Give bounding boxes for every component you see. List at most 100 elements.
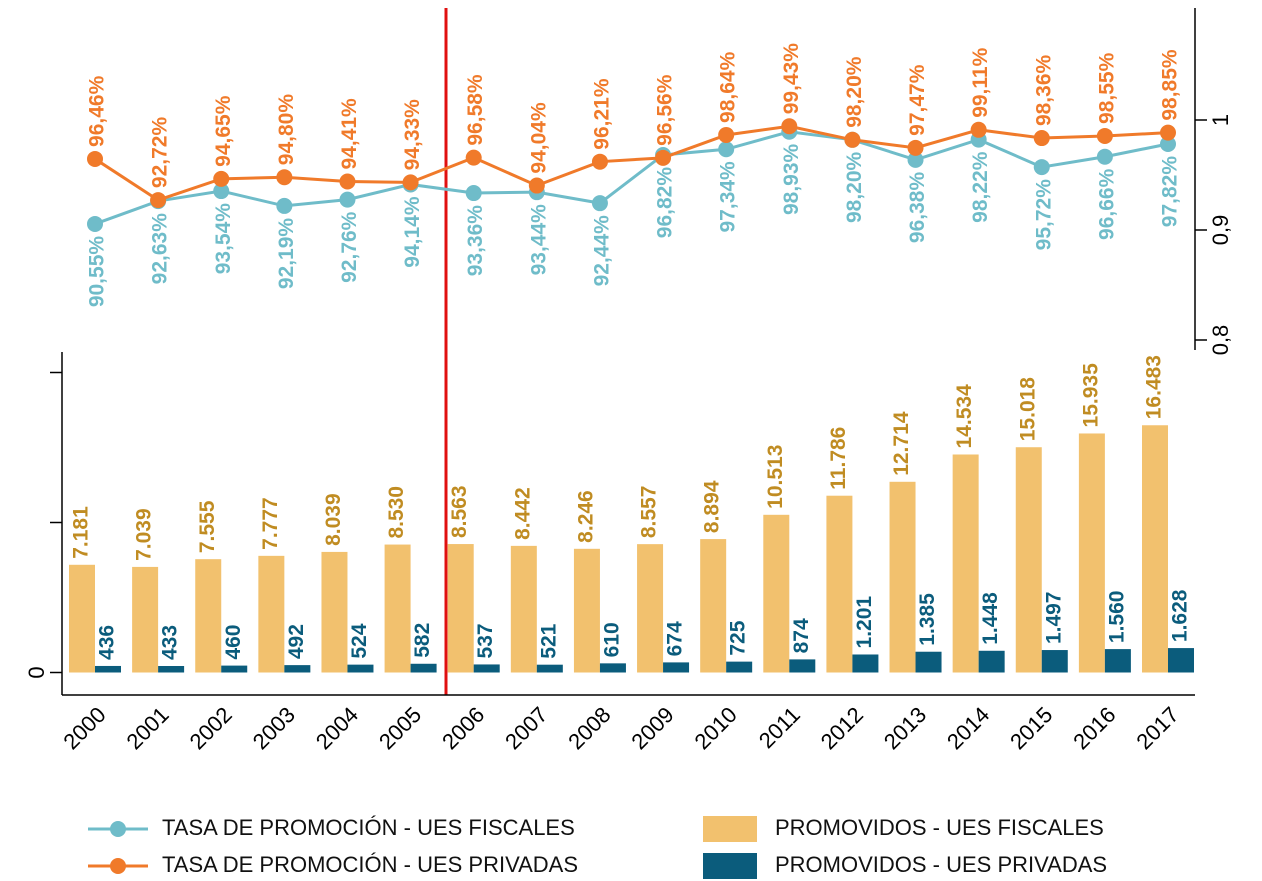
legend-swatch — [703, 853, 757, 879]
bar — [1041, 650, 1068, 673]
line-point — [1033, 130, 1050, 147]
line-value-label: 98,85% — [1159, 49, 1182, 121]
bar — [1104, 649, 1131, 673]
line-value-label: 94,80% — [275, 94, 298, 166]
line-point — [213, 183, 230, 200]
line-value-label: 98,20% — [843, 151, 866, 223]
bar — [536, 664, 563, 673]
line-point — [87, 215, 103, 232]
line-point — [781, 118, 798, 135]
x-tick-label: 2016 — [1068, 702, 1120, 754]
line-point — [150, 192, 167, 209]
bar — [1078, 433, 1105, 673]
y2-tick-label: 0,9 — [1208, 215, 1233, 246]
legend-label: TASA DE PROMOCIÓN - UES PRIVADAS — [162, 852, 578, 877]
x-tick-label: 2000 — [58, 702, 110, 754]
bar-value-label: 8.246 — [574, 490, 597, 543]
line-point — [276, 169, 293, 186]
x-tick-label: 2015 — [1005, 702, 1057, 754]
line-point — [907, 151, 924, 168]
line-value-label: 96,66% — [1095, 168, 1118, 240]
bar — [663, 662, 690, 673]
bar — [1168, 648, 1194, 673]
bar-value-label: 8.894 — [701, 480, 724, 533]
bar — [599, 663, 626, 673]
bar — [1142, 425, 1168, 673]
line-value-label: 92,44% — [590, 215, 613, 287]
bar-value-label: 7.555 — [196, 500, 219, 553]
line-point — [1160, 135, 1176, 152]
line-point — [844, 131, 861, 148]
line-point — [465, 185, 482, 202]
x-tick-label: 2004 — [311, 702, 363, 754]
y-tick-label: 0 — [24, 666, 49, 678]
bar — [447, 544, 474, 673]
line-value-label: 92,76% — [338, 211, 361, 283]
line-value-label: 93,36% — [464, 205, 487, 277]
line-value-label: 98,36% — [1032, 54, 1055, 126]
line-value-label: 98,93% — [780, 143, 803, 215]
line-value-label: 96,82% — [654, 167, 677, 239]
bar-value-label: 524 — [348, 623, 371, 658]
line-point — [718, 141, 735, 158]
bar-value-label: 8.039 — [322, 493, 345, 546]
bar — [763, 514, 790, 673]
bar-value-label: 492 — [285, 624, 308, 659]
bar-value-label: 15.935 — [1079, 363, 1102, 428]
bar — [347, 664, 374, 673]
line-value-label: 99,43% — [780, 43, 803, 115]
legend-label: PROMOVIDOS - UES FISCALES — [775, 815, 1104, 840]
line-point — [339, 173, 356, 190]
x-tick-label: 2013 — [879, 702, 931, 754]
line-value-label: 98,22% — [969, 151, 992, 223]
line-value-label: 93,54% — [212, 203, 235, 275]
line-value-label: 96,38% — [906, 172, 929, 244]
line-point — [655, 149, 672, 166]
line-value-label: 98,55% — [1095, 52, 1118, 124]
bar — [69, 564, 95, 673]
bar-value-label: 16.483 — [1143, 355, 1166, 419]
bar — [700, 539, 727, 673]
line-point — [1033, 159, 1050, 176]
line-point — [907, 139, 924, 156]
bar-value-label: 1.385 — [916, 593, 939, 646]
bar-value-label: 610 — [600, 622, 623, 657]
bar — [284, 665, 311, 673]
bar-value-label: 1.497 — [1042, 591, 1065, 644]
line-point — [402, 174, 419, 191]
bar — [978, 650, 1005, 673]
line-value-label: 97,34% — [717, 161, 740, 233]
line-value-label: 98,64% — [717, 51, 740, 123]
legend-swatch — [110, 821, 126, 837]
legend-label: PROMOVIDOS - UES PRIVADAS — [775, 852, 1107, 877]
bar — [321, 551, 348, 673]
bar — [510, 545, 537, 673]
bar — [158, 666, 185, 673]
y2-tick-label: 1 — [1208, 114, 1233, 126]
x-tick-label: 2011 — [754, 702, 805, 753]
bar — [195, 559, 222, 673]
x-tick-label: 2017 — [1131, 702, 1183, 754]
line-value-label: 99,11% — [969, 47, 992, 117]
bar-value-label: 8.442 — [511, 487, 534, 540]
bar-value-label: 8.530 — [385, 486, 408, 539]
bar-value-label: 1.448 — [979, 592, 1002, 645]
line-value-label: 97,82% — [1159, 156, 1182, 228]
bar — [258, 555, 285, 673]
line-value-label: 95,72% — [1032, 179, 1055, 251]
x-tick-label: 2014 — [942, 702, 994, 754]
line-value-label: 94,04% — [527, 102, 550, 174]
bar-value-label: 8.557 — [638, 486, 661, 539]
bar — [952, 454, 979, 673]
legend-swatch — [703, 816, 757, 842]
line-point — [718, 126, 735, 143]
line-value-label: 94,33% — [401, 99, 424, 171]
y2-tick-label: 0,8 — [1208, 325, 1233, 356]
x-tick-label: 2008 — [563, 702, 615, 754]
line-value-label: 92,63% — [149, 213, 172, 285]
line-value-label: 96,46% — [86, 75, 109, 147]
bar — [637, 544, 664, 673]
bar-value-label: 433 — [159, 625, 182, 660]
bar-value-label: 1.560 — [1105, 591, 1128, 644]
